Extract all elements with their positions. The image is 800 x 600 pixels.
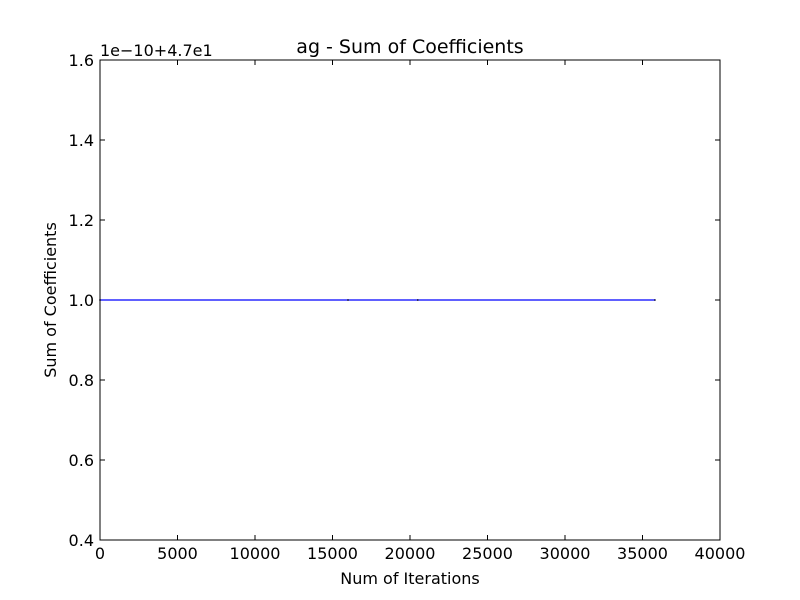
x-tick-label: 25000 <box>462 544 513 563</box>
y-tick-label: 0.4 <box>69 531 94 550</box>
x-tick-label: 10000 <box>230 544 281 563</box>
y-tick-label: 1.0 <box>69 291 94 310</box>
plot-frame <box>99 59 721 541</box>
ticks-layer: 0 5000 10000 15000 20000 25000 30000 35000 40000… <box>69 51 746 563</box>
data-point <box>347 299 349 301</box>
chart-title: ag - Sum of Coefficients <box>296 36 523 58</box>
x-tick-label: 20000 <box>385 544 436 563</box>
x-tick-label: 40000 <box>695 544 746 563</box>
x-tick-label: 5000 <box>157 544 198 563</box>
x-tick-label: 0 <box>95 544 105 563</box>
y-tick-label: 0.8 <box>69 371 94 390</box>
y-axis-offset-label: 1e−10+4.7e1 <box>100 41 213 60</box>
x-tick-label: 35000 <box>617 544 668 563</box>
x-axis-label: Num of Iterations <box>340 569 480 588</box>
data-point <box>654 299 656 301</box>
series-layer <box>99 299 656 301</box>
data-point <box>416 299 419 301</box>
y-tick-label: 0.6 <box>69 451 94 470</box>
y-axis-label: Sum of Coefficients <box>41 222 60 378</box>
y-tick-label: 1.2 <box>69 211 94 230</box>
x-tick-label: 30000 <box>540 544 591 563</box>
y-tick-label: 1.6 <box>69 51 94 70</box>
y-tick-label: 1.4 <box>69 131 94 150</box>
x-tick-label: 15000 <box>307 544 358 563</box>
